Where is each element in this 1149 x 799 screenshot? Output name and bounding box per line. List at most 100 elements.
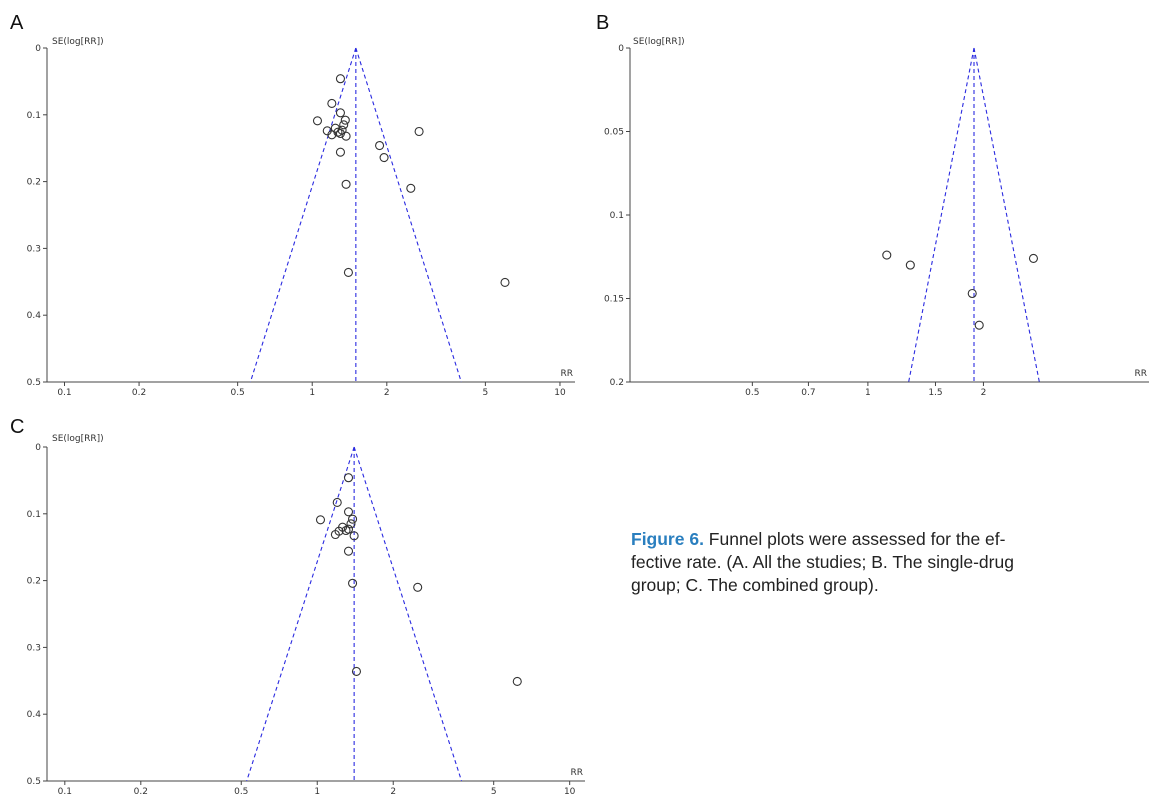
y-tick-label: 0.3	[27, 244, 41, 254]
funnel-right-limit	[353, 446, 463, 782]
x-tick-label: 2	[384, 388, 390, 398]
study-point	[414, 126, 424, 137]
x-tick-label: 0.5	[745, 388, 759, 398]
caption-line-2: fective rate. (A. All the studies; B. Th…	[631, 552, 1014, 572]
study-point	[335, 108, 346, 118]
y-tick-label: 0.3	[27, 643, 41, 653]
study-point	[375, 140, 385, 151]
study-point	[413, 582, 423, 592]
y-tick-label: 0	[35, 44, 41, 54]
study-point	[339, 120, 349, 130]
y-tick-label: 0.05	[604, 128, 624, 138]
study-point	[974, 320, 984, 330]
funnel-plot-a: 0 0.1 0.2 0.3 0.4 0.5 0.1 0.2 0.5 1 2 5 10 SE(log[RR]…	[27, 37, 575, 398]
x-tick-label: 0.7	[801, 388, 815, 398]
y-axis-title: SE(log[RR])	[52, 37, 104, 47]
study-point	[315, 515, 326, 525]
y-tick-label: 0.1	[610, 211, 624, 221]
x-tick-label: 1	[314, 787, 320, 797]
x-tick-label: 1.5	[928, 388, 942, 398]
study-point	[341, 525, 351, 536]
x-tick-label: 10	[564, 787, 576, 797]
funnel-left-limit	[908, 47, 975, 383]
x-tick-label: 5	[491, 787, 497, 797]
y-tick-label: 0.2	[27, 577, 41, 587]
study-point	[327, 98, 337, 108]
y-tick-label: 0	[35, 443, 41, 453]
y-axis-title: SE(log[RR])	[633, 37, 685, 47]
x-tick-label: 10	[554, 388, 566, 398]
study-point	[351, 666, 362, 676]
x-axis-title: RR	[560, 369, 573, 379]
funnel-right-limit	[355, 47, 462, 383]
panel-label-b: B	[596, 12, 610, 34]
funnel-left-limit	[246, 446, 355, 782]
study-point	[967, 288, 977, 299]
x-tick-label: 1	[309, 388, 315, 398]
study-point	[340, 115, 350, 125]
study-point	[905, 260, 915, 270]
funnel-left-limit	[249, 47, 357, 383]
figure-caption: Figure 6. Funnel plots were assessed for…	[631, 528, 1149, 597]
study-point	[341, 131, 351, 141]
study-point	[341, 179, 351, 189]
x-tick-label: 0.1	[58, 787, 72, 797]
study-point	[512, 676, 522, 687]
y-tick-label: 0.2	[610, 378, 624, 388]
caption-line-1-text: Funnel plots were assessed for the ef-	[703, 529, 1006, 549]
y-tick-label: 0.15	[604, 295, 624, 305]
panel-label-c: C	[10, 416, 25, 438]
study-point	[332, 497, 342, 507]
x-axis-title: RR	[570, 768, 583, 778]
x-tick-label: 0.2	[132, 388, 146, 398]
study-point	[1028, 253, 1039, 263]
x-tick-label: 5	[483, 388, 489, 398]
x-tick-label: 0.5	[230, 388, 244, 398]
study-point	[346, 519, 356, 529]
study-point	[335, 74, 346, 84]
y-tick-label: 0.1	[27, 111, 41, 121]
panel-b: B 0 0.05 0.1 0.15 0.2 0.5 0.7 1 1.5 2 SE(log[RR]) R…	[596, 12, 1149, 398]
study-point	[343, 507, 354, 517]
x-tick-label: 0.2	[134, 787, 148, 797]
study-point	[343, 546, 354, 556]
y-tick-label: 0.2	[27, 178, 41, 188]
study-point	[343, 524, 354, 534]
study-point	[406, 183, 416, 193]
study-point	[343, 473, 354, 483]
funnel-right-limit	[973, 47, 1040, 383]
panel-a: A 0 0.1 0.2 0.3 0.4 0.5 0.1 0.2 0.5 1 2 5 10 SE(log[R…	[0, 0, 585, 400]
study-point	[348, 514, 358, 524]
panel-label-a: A	[10, 12, 24, 34]
funnel-plot-b: 0 0.05 0.1 0.15 0.2 0.5 0.7 1 1.5 2 SE(log[RR]) RR	[604, 37, 1149, 398]
funnel-plot-c: 0 0.1 0.2 0.3 0.4 0.5 0.1 0.2 0.5 1 2 5 10 SE(log[RR]…	[27, 434, 585, 797]
study-point	[343, 267, 353, 277]
study-point	[349, 531, 359, 541]
study-point	[379, 153, 389, 163]
x-tick-label: 0.5	[234, 787, 248, 797]
caption-line-3: group; C. The combined group).	[631, 575, 879, 595]
x-tick-label: 2	[390, 787, 396, 797]
x-tick-label: 0.1	[57, 388, 71, 398]
y-tick-label: 0.4	[27, 311, 42, 321]
y-tick-label: 0.1	[27, 510, 41, 520]
y-tick-label: 0.5	[27, 777, 41, 787]
y-axis-title: SE(log[RR])	[52, 434, 104, 444]
study-point	[882, 250, 892, 260]
study-point	[335, 128, 346, 139]
caption-line-1: Figure 6. Funnel plots were assessed for…	[631, 528, 1149, 551]
x-tick-label: 1	[865, 388, 871, 398]
y-tick-label: 0	[618, 44, 624, 54]
caption-label: Figure 6.	[631, 529, 704, 549]
study-point	[348, 578, 358, 588]
study-point	[335, 147, 346, 157]
x-tick-label: 2	[981, 388, 987, 398]
study-point	[330, 529, 340, 540]
study-point	[327, 130, 337, 140]
study-point	[312, 116, 323, 126]
study-point	[500, 277, 510, 288]
y-tick-label: 0.4	[27, 710, 42, 720]
panel-c: C 0 0.1 0.2 0.3 0.4 0.5 0.1 0.2 0.5 1 2 5 10 SE(log[R…	[10, 416, 585, 797]
y-tick-label: 0.5	[27, 378, 41, 388]
x-axis-title: RR	[1134, 369, 1147, 379]
